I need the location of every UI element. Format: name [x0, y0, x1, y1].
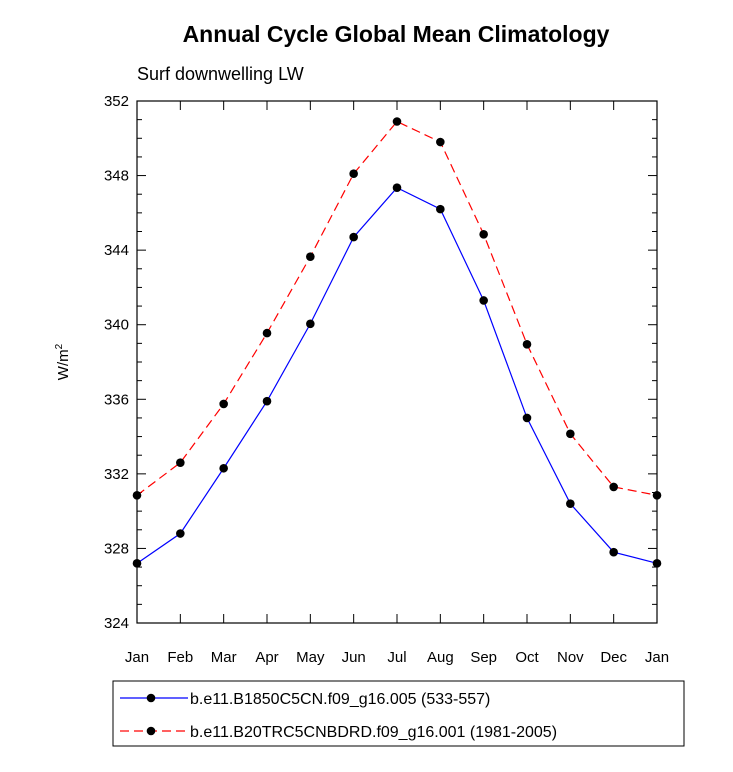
series-1-point: [176, 529, 185, 538]
series-line-2: [136, 120, 658, 496]
legend: b.e11.B1850C5CN.f09_g16.005 (533-557) b.e…: [120, 691, 557, 741]
series-1-point: [349, 232, 358, 242]
series-2-point: [132, 490, 142, 500]
series-2-point: [262, 328, 272, 338]
x-tick-label: May: [296, 649, 325, 666]
tick-labels: 324 328 332 336 340 344 348 352 Jan Feb Mar Apr May J…: [104, 93, 669, 666]
series-2-point: [176, 458, 185, 467]
x-tick-label: Nov: [557, 649, 584, 666]
series-2-point: [479, 229, 488, 239]
x-tick-label: Dec: [600, 649, 627, 666]
plot-frame: [136, 100, 658, 624]
legend-box: [112, 680, 685, 747]
y-tick-label: 344: [104, 242, 129, 259]
series-2-point: [306, 252, 315, 261]
x-tick-label: Mar: [211, 649, 237, 666]
chart-subtitle: Surf downwelling LW: [137, 64, 304, 84]
y-axis-label-superscript: 2: [54, 343, 65, 349]
x-tick-label: Oct: [515, 649, 539, 666]
x-tick-label: Feb: [167, 649, 193, 666]
y-tick-label: 352: [104, 93, 129, 110]
legend-label-2: b.e11.B20TRC5CNBDRD.f09_g16.001 (1981-20…: [190, 724, 557, 741]
y-axis-label-text: W/m: [55, 349, 72, 380]
y-tick-label: 332: [104, 466, 129, 483]
legend-marker-2: [146, 726, 156, 736]
y-tick-label: 324: [104, 615, 129, 632]
series-2-point: [566, 429, 575, 439]
series-2-point: [219, 399, 228, 409]
series-1-point: [566, 499, 575, 508]
x-tick-label: Aug: [427, 649, 454, 666]
series-2-point: [522, 339, 532, 349]
y-tick-label: 336: [104, 391, 129, 408]
series-2-point: [652, 490, 662, 500]
series-1-point: [306, 319, 315, 329]
series-1-point: [652, 559, 662, 568]
series-1-point: [609, 547, 618, 557]
x-tick-label: Apr: [255, 649, 278, 666]
svg-text:W/m2: W/m2: [54, 343, 72, 380]
series-1-point: [262, 396, 272, 406]
x-tick-label: Jan: [125, 649, 149, 666]
series-2-point: [349, 169, 358, 179]
legend-marker-1: [146, 693, 156, 703]
y-tick-label: 328: [104, 540, 129, 557]
series-1-point: [479, 296, 488, 305]
chart-title: Annual Cycle Global Mean Climatology: [183, 21, 610, 47]
y-axis-label: W/m2: [54, 343, 72, 380]
series-1-point: [392, 183, 402, 192]
legend-label-1: b.e11.B1850C5CN.f09_g16.005 (533-557): [190, 691, 490, 708]
y-tick-label: 348: [104, 168, 129, 185]
y-tick-label: 340: [104, 317, 129, 334]
series-2-point: [436, 137, 445, 147]
axis-ticks: [136, 100, 658, 624]
series-layer: [132, 117, 662, 568]
series-2-point: [392, 117, 402, 126]
x-tick-label: Sep: [470, 649, 497, 666]
series-line-1: [136, 186, 658, 564]
x-tick-label: Jul: [387, 649, 406, 666]
series-2-point: [609, 482, 618, 492]
series-1-point: [219, 463, 228, 473]
series-1-point: [522, 413, 532, 423]
x-tick-label: Jun: [342, 649, 366, 666]
x-tick-label: Jan: [645, 649, 669, 666]
series-1-point: [436, 204, 445, 214]
series-1-point: [132, 559, 142, 568]
